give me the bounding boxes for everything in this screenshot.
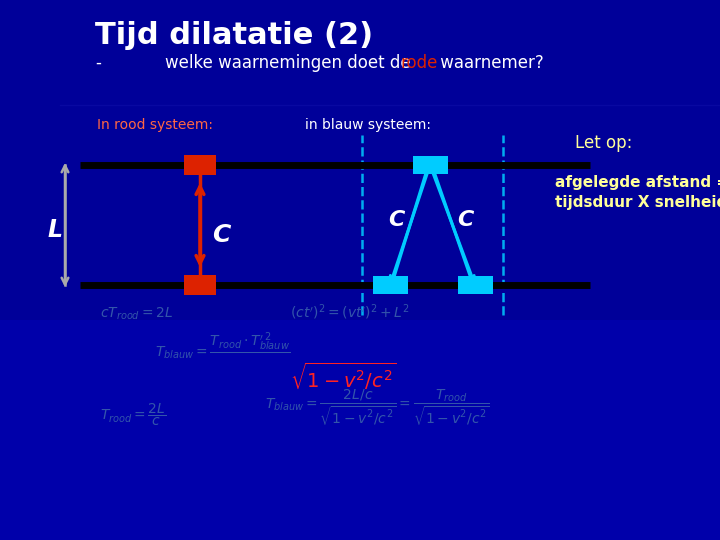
Text: Let op:: Let op: (575, 134, 632, 152)
Text: Tijd dilatatie (2): Tijd dilatatie (2) (95, 21, 373, 50)
Text: C: C (212, 223, 230, 247)
Text: tijdsduur X snelheid: tijdsduur X snelheid (555, 195, 720, 210)
Bar (184, 275, 216, 295)
Text: -: - (95, 54, 101, 72)
Text: L: L (48, 218, 63, 242)
Text: C: C (457, 210, 474, 230)
Text: afgelegde afstand =: afgelegde afstand = (555, 175, 720, 190)
Bar (0, 320, 720, 540)
Text: waarnemer?: waarnemer? (435, 54, 544, 72)
Text: In rood systeem:: In rood systeem: (97, 118, 213, 132)
Bar (373, 276, 408, 294)
Text: $T_{blauw} = \dfrac{T_{rood} \cdot T_{blauw}^{\prime\,2}}{\ }$: $T_{blauw} = \dfrac{T_{rood} \cdot T_{bl… (155, 330, 290, 362)
Text: $\sqrt{1-v^2/c^2}$: $\sqrt{1-v^2/c^2}$ (290, 361, 397, 392)
Text: rode: rode (400, 54, 437, 72)
Text: in blauw systeem:: in blauw systeem: (305, 118, 431, 132)
Text: welke waarnemingen doet de: welke waarnemingen doet de (165, 54, 416, 72)
Bar (458, 276, 493, 294)
Text: $T_{rood} = \dfrac{2L}{c}$: $T_{rood} = \dfrac{2L}{c}$ (100, 402, 166, 428)
Text: $(ct^{\prime})^2 = (vt^{\prime})^2 + L^2$: $(ct^{\prime})^2 = (vt^{\prime})^2 + L^2… (290, 302, 410, 322)
Text: $cT_{rood} = 2L$: $cT_{rood} = 2L$ (100, 306, 174, 322)
Bar (184, 155, 216, 175)
Bar (413, 156, 448, 174)
Text: $T_{blauw} = \dfrac{2L/c}{\sqrt{1-v^2/c^2}} = \dfrac{T_{rood}}{\sqrt{1-v^2/c^2}}: $T_{blauw} = \dfrac{2L/c}{\sqrt{1-v^2/c^… (265, 388, 490, 428)
Text: C: C (388, 210, 405, 230)
